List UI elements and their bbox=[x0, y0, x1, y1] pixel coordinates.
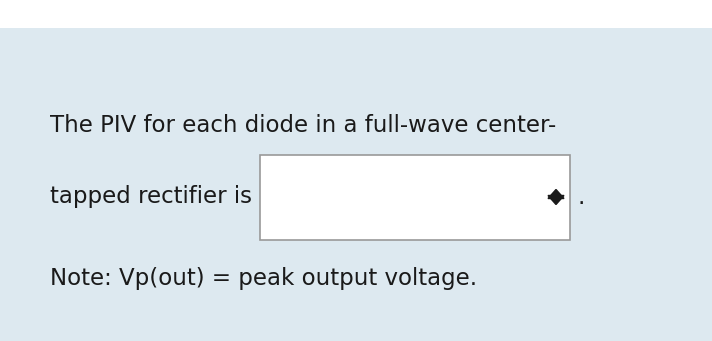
Text: tapped rectifier is: tapped rectifier is bbox=[50, 186, 252, 208]
Text: .: . bbox=[578, 186, 585, 209]
Polygon shape bbox=[548, 190, 564, 198]
Bar bbox=[260, 155, 570, 240]
Polygon shape bbox=[548, 195, 564, 205]
Text: The PIV for each diode in a full-wave center-: The PIV for each diode in a full-wave ce… bbox=[50, 114, 556, 136]
Bar bbox=[0, 0, 712, 28]
Text: Note: Vp(out) = peak output voltage.: Note: Vp(out) = peak output voltage. bbox=[50, 267, 477, 290]
